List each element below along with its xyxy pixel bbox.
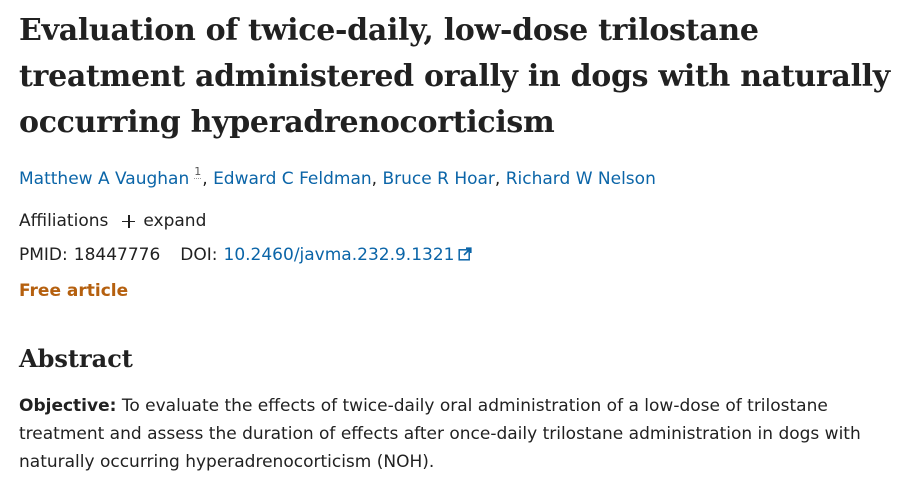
article-title: Evaluation of twice-daily, low-dose tril… — [19, 13, 890, 140]
pmid-value: 18447776 — [73, 245, 161, 265]
objective-label: Objective: — [19, 396, 117, 416]
author-separator: , — [371, 169, 383, 189]
author-separator: , — [494, 169, 506, 189]
author-list: Matthew A Vaughan 1, Edward C Feldman, Br… — [19, 165, 909, 190]
doi-link[interactable]: 10.2460/javma.232.9.1321 — [224, 244, 473, 266]
affiliation-number[interactable]: 1 — [194, 165, 202, 180]
objective-text: To evaluate the effects of twice-daily o… — [19, 396, 861, 472]
free-article-badge: Free article — [19, 281, 129, 301]
expand-label: expand — [143, 211, 207, 231]
affiliations-label: Affiliations — [19, 211, 109, 231]
doi-value: 10.2460/javma.232.9.1321 — [223, 245, 455, 265]
affiliations-row: Affiliations expand — [19, 210, 909, 232]
author-link-vaughan[interactable]: Matthew A Vaughan — [19, 169, 190, 189]
external-link-icon — [458, 247, 473, 261]
abstract-objective: Objective: To evaluate the effects of tw… — [19, 392, 899, 476]
article-header: Evaluation of twice-daily, low-dose tril… — [19, 8, 909, 476]
identifiers-row: PMID: 18447776 DOI: 10.2460/javma.232.9.… — [19, 244, 909, 266]
pmid-label: PMID: — [19, 245, 68, 265]
author-link-hoar[interactable]: Bruce R Hoar — [382, 169, 495, 189]
author-link-nelson[interactable]: Richard W Nelson — [505, 169, 656, 189]
author-separator: , — [202, 169, 214, 189]
abstract-heading: Abstract — [19, 344, 133, 373]
affiliations-expand-button[interactable]: expand — [122, 210, 206, 232]
doi-label: DOI: — [180, 245, 218, 265]
author-link-feldman[interactable]: Edward C Feldman — [213, 169, 372, 189]
plus-icon — [122, 214, 136, 228]
